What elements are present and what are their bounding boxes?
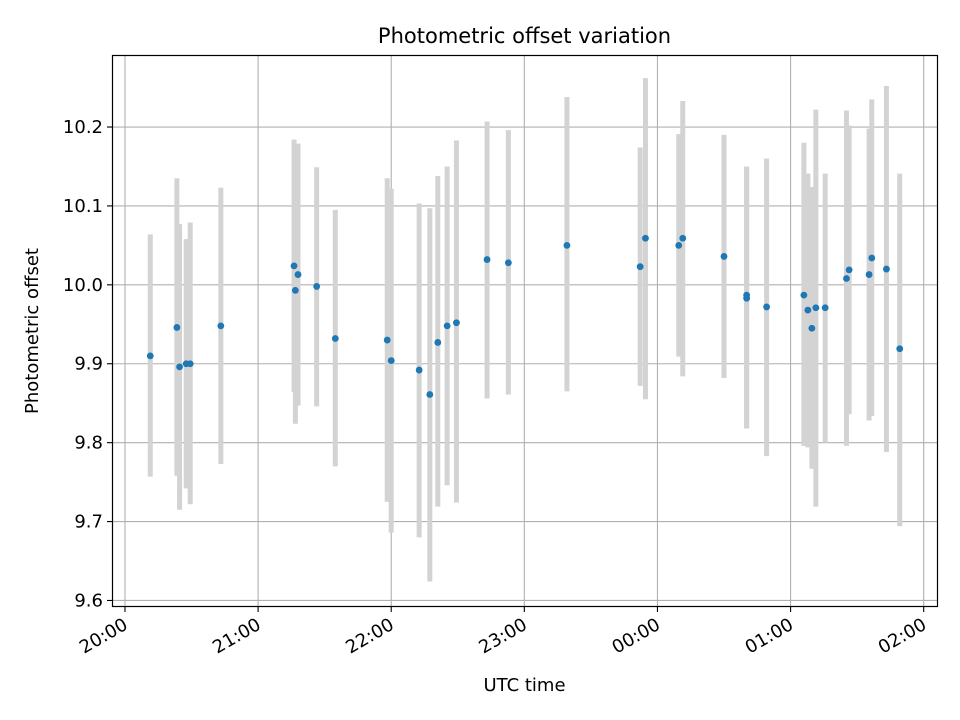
- data-point: [434, 339, 442, 346]
- y-axis-ticks: 9.6 9.7 9.8 9.9 10.0 10.1 10.2: [63, 117, 113, 611]
- data-point: [642, 234, 649, 242]
- data-point: [636, 263, 644, 271]
- data-point: [743, 291, 751, 299]
- data-point: [291, 286, 299, 294]
- data-point: [313, 283, 321, 290]
- data-point: [146, 352, 154, 360]
- data-point: [763, 303, 771, 311]
- y-tick-label: 9.6: [74, 590, 103, 611]
- y-axis-label: Photometric offset: [22, 248, 43, 414]
- chart-title: Photometric offset variation: [378, 24, 671, 48]
- data-point: [821, 304, 829, 312]
- y-tick-label: 9.7: [74, 512, 103, 533]
- data-point: [808, 324, 816, 332]
- data-point: [426, 391, 434, 398]
- data-point: [176, 363, 183, 371]
- data-point: [173, 324, 181, 331]
- plot-frame: [111, 54, 939, 608]
- data-point: [443, 322, 451, 330]
- data-point: [896, 345, 904, 353]
- x-axis-label: UTC time: [483, 675, 565, 696]
- data-point: [800, 291, 808, 299]
- data-point: [383, 336, 391, 344]
- data-point: [331, 335, 339, 342]
- data-point: [843, 275, 850, 282]
- y-tick-label: 9.9: [74, 354, 103, 375]
- data-point: [387, 357, 395, 364]
- data-point: [415, 366, 423, 374]
- y-tick-label: 10.2: [63, 117, 103, 138]
- y-tick-label: 10.0: [63, 275, 103, 296]
- data-points: [146, 234, 904, 398]
- data-point: [679, 234, 687, 242]
- data-point: [217, 322, 225, 330]
- data-point: [845, 266, 853, 274]
- data-point: [504, 259, 512, 267]
- data-point: [675, 241, 683, 249]
- data-point: [804, 306, 812, 314]
- y-tick-label: 9.8: [74, 433, 103, 454]
- data-point: [812, 304, 820, 312]
- data-point: [865, 271, 873, 278]
- y-tick-label: 10.1: [63, 196, 103, 217]
- data-point: [868, 254, 876, 262]
- data-point: [720, 253, 728, 260]
- data-point: [563, 241, 571, 249]
- data-point: [294, 271, 302, 278]
- data-point: [186, 360, 194, 368]
- data-point: [483, 256, 491, 263]
- data-point: [453, 319, 460, 327]
- data-point: [883, 265, 890, 273]
- data-point: [290, 262, 298, 270]
